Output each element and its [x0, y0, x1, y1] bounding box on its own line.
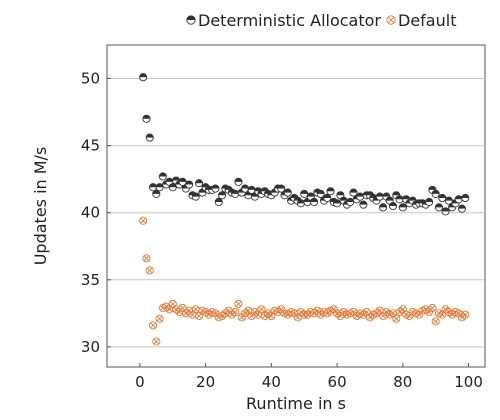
- data-point: [398, 203, 407, 212]
- x-axis-label: Runtime in s: [246, 394, 346, 413]
- data-point: [431, 317, 440, 326]
- data-point: [257, 305, 266, 314]
- grid-lines: [107, 78, 485, 348]
- y-tick-label: 40: [81, 204, 100, 222]
- legend-item: Default: [386, 11, 456, 30]
- y-tick-label: 45: [81, 137, 100, 155]
- x-tick-label: 20: [196, 373, 215, 391]
- series-default: [139, 216, 470, 346]
- legend-marker: [386, 15, 396, 25]
- data-point: [457, 204, 467, 213]
- legend-label: Deterministic Allocator: [198, 11, 381, 30]
- legend: Deterministic Allocator Default: [186, 11, 456, 30]
- data-point: [234, 299, 243, 308]
- data-point: [431, 189, 440, 198]
- data-point: [326, 187, 335, 196]
- data-point: [349, 188, 358, 197]
- data-point: [191, 192, 200, 201]
- data-point: [392, 314, 401, 323]
- x-tick-label: 60: [328, 373, 347, 391]
- data-point: [438, 193, 447, 202]
- data-point: [145, 133, 154, 142]
- data-point: [194, 311, 204, 321]
- data-point: [296, 199, 305, 208]
- data-point: [148, 321, 158, 330]
- data-point: [148, 183, 158, 192]
- data-point: [158, 172, 167, 181]
- data-point: [145, 266, 154, 275]
- data-point: [152, 337, 161, 346]
- series-deterministic-allocator: [139, 73, 470, 216]
- data-point: [247, 185, 256, 194]
- x-tick-label: 40: [262, 373, 281, 391]
- data-point: [283, 188, 292, 197]
- data-point: [152, 189, 161, 198]
- data-point: [346, 197, 355, 207]
- x-tick-label: 0: [135, 373, 145, 391]
- data-point: [168, 183, 177, 192]
- x-tick-label: 80: [393, 373, 412, 391]
- data-point: [388, 201, 398, 211]
- data-point: [241, 184, 250, 193]
- data-point: [139, 216, 148, 225]
- data-point: [310, 197, 319, 207]
- data-point: [185, 180, 194, 189]
- data-point: [454, 195, 463, 204]
- data-point: [444, 196, 453, 205]
- y-tick-label: 35: [81, 271, 100, 289]
- data-point: [168, 299, 177, 308]
- data-point: [323, 193, 332, 202]
- data-point: [425, 197, 434, 207]
- data-point: [231, 307, 240, 317]
- data-point: [359, 200, 368, 209]
- data-point: [461, 193, 470, 202]
- data-point: [178, 177, 187, 186]
- data-series: [139, 73, 470, 346]
- x-axis: 0 20 40 60 80 100: [135, 363, 483, 391]
- legend-label: Default: [398, 11, 456, 30]
- data-point: [194, 179, 204, 188]
- y-axis: 30 35 40 45 50: [81, 70, 111, 356]
- legend-item: Deterministic Allocator: [186, 11, 381, 30]
- data-point: [375, 192, 384, 201]
- data-point: [300, 189, 309, 198]
- data-point: [441, 207, 450, 216]
- data-point: [217, 191, 227, 200]
- data-point: [211, 184, 220, 193]
- data-point: [139, 73, 148, 82]
- data-point: [461, 310, 470, 319]
- y-tick-label: 30: [81, 338, 100, 356]
- data-point: [155, 183, 164, 192]
- data-point: [356, 192, 365, 201]
- data-point: [155, 314, 164, 323]
- y-tick-label: 50: [81, 70, 100, 88]
- data-point: [191, 305, 200, 314]
- data-point: [333, 199, 342, 208]
- x-tick-label: 100: [454, 373, 483, 391]
- legend-marker: [186, 15, 196, 25]
- data-point: [234, 177, 243, 186]
- data-point: [231, 189, 240, 198]
- data-point: [379, 203, 388, 212]
- data-point: [214, 197, 223, 207]
- data-point: [395, 195, 404, 204]
- data-point: [316, 189, 325, 198]
- data-point: [142, 254, 151, 263]
- data-point: [428, 303, 437, 313]
- plot-area: [106, 44, 486, 368]
- data-point: [142, 114, 151, 123]
- y-axis-label: Updates in M/s: [31, 147, 50, 266]
- data-point: [434, 203, 444, 212]
- data-point: [277, 184, 286, 193]
